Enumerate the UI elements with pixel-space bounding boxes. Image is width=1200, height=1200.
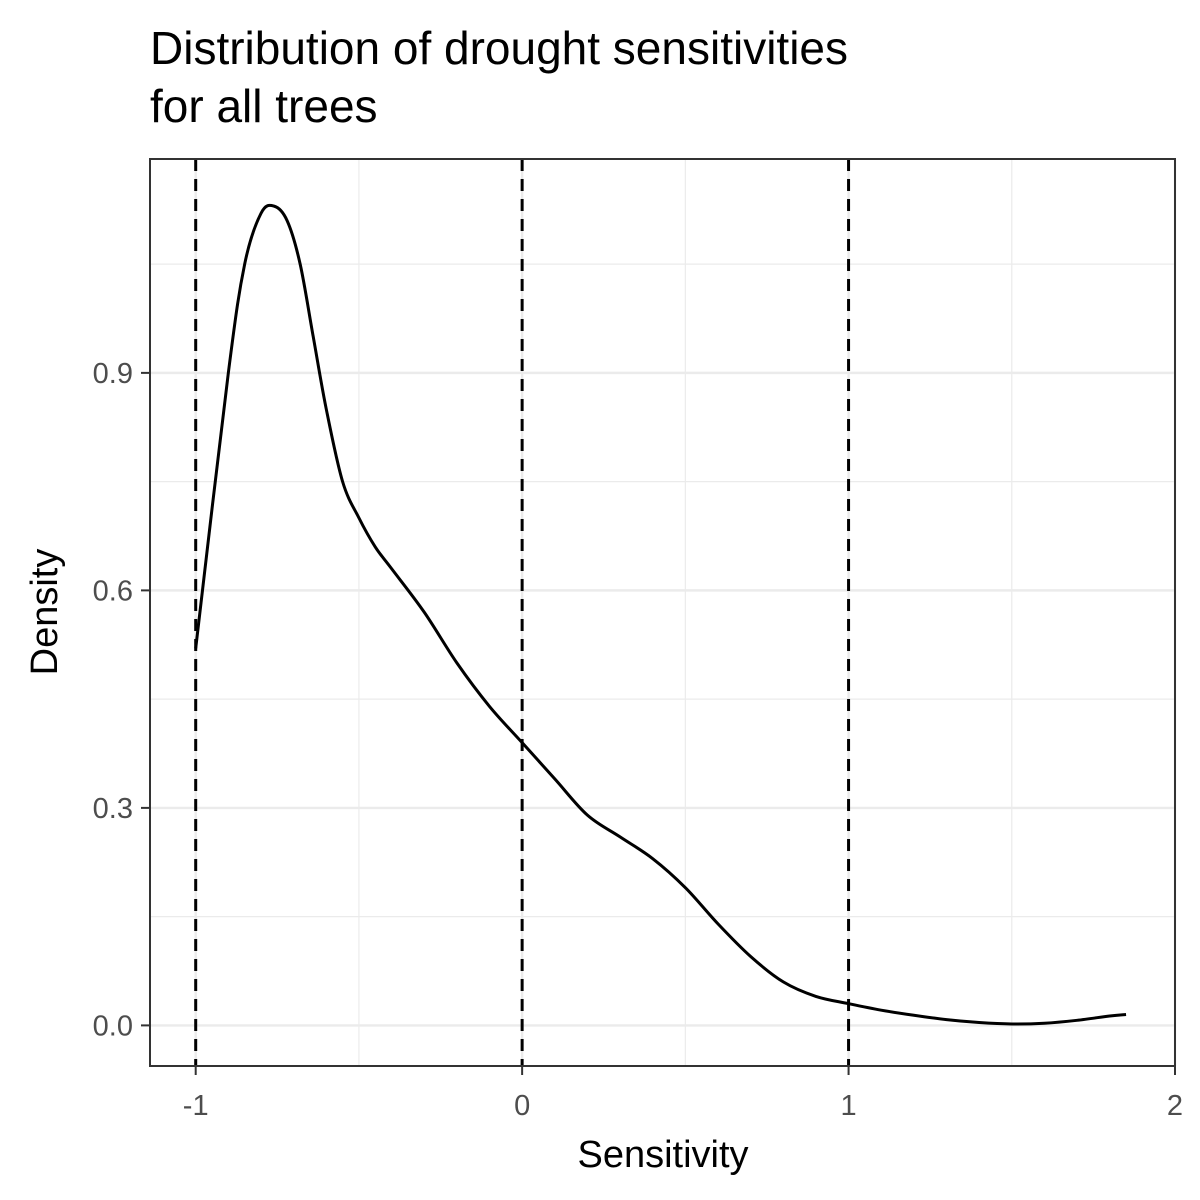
x-tick-label: 0	[514, 1090, 530, 1122]
y-tick-label: 0.3	[93, 793, 133, 825]
x-axis-title: Sensitivity	[577, 1134, 748, 1176]
y-tick-label: 0.0	[93, 1010, 133, 1042]
chart-title-line-1: Distribution of drought sensitivities	[150, 22, 848, 74]
y-tick-label: 0.9	[93, 358, 133, 390]
chart-title-line-2: for all trees	[150, 80, 378, 132]
y-tick-label: 0.6	[93, 575, 133, 607]
x-tick-label: -1	[183, 1090, 209, 1122]
x-tick-label: 1	[840, 1090, 856, 1122]
series-group	[194, 203, 1127, 1026]
y-axis-ticks: 0.0 0.3 0.6 0.9	[93, 358, 150, 1042]
x-axis-ticks: -1 0 1 2	[183, 1066, 1183, 1122]
panel-border	[149, 158, 1176, 1067]
reference-lines	[194, 159, 851, 1066]
y-axis-title: Density	[24, 549, 66, 676]
x-tick-label: 2	[1167, 1090, 1183, 1122]
density-curve	[194, 203, 1127, 1026]
minor-grid	[150, 159, 1175, 1066]
